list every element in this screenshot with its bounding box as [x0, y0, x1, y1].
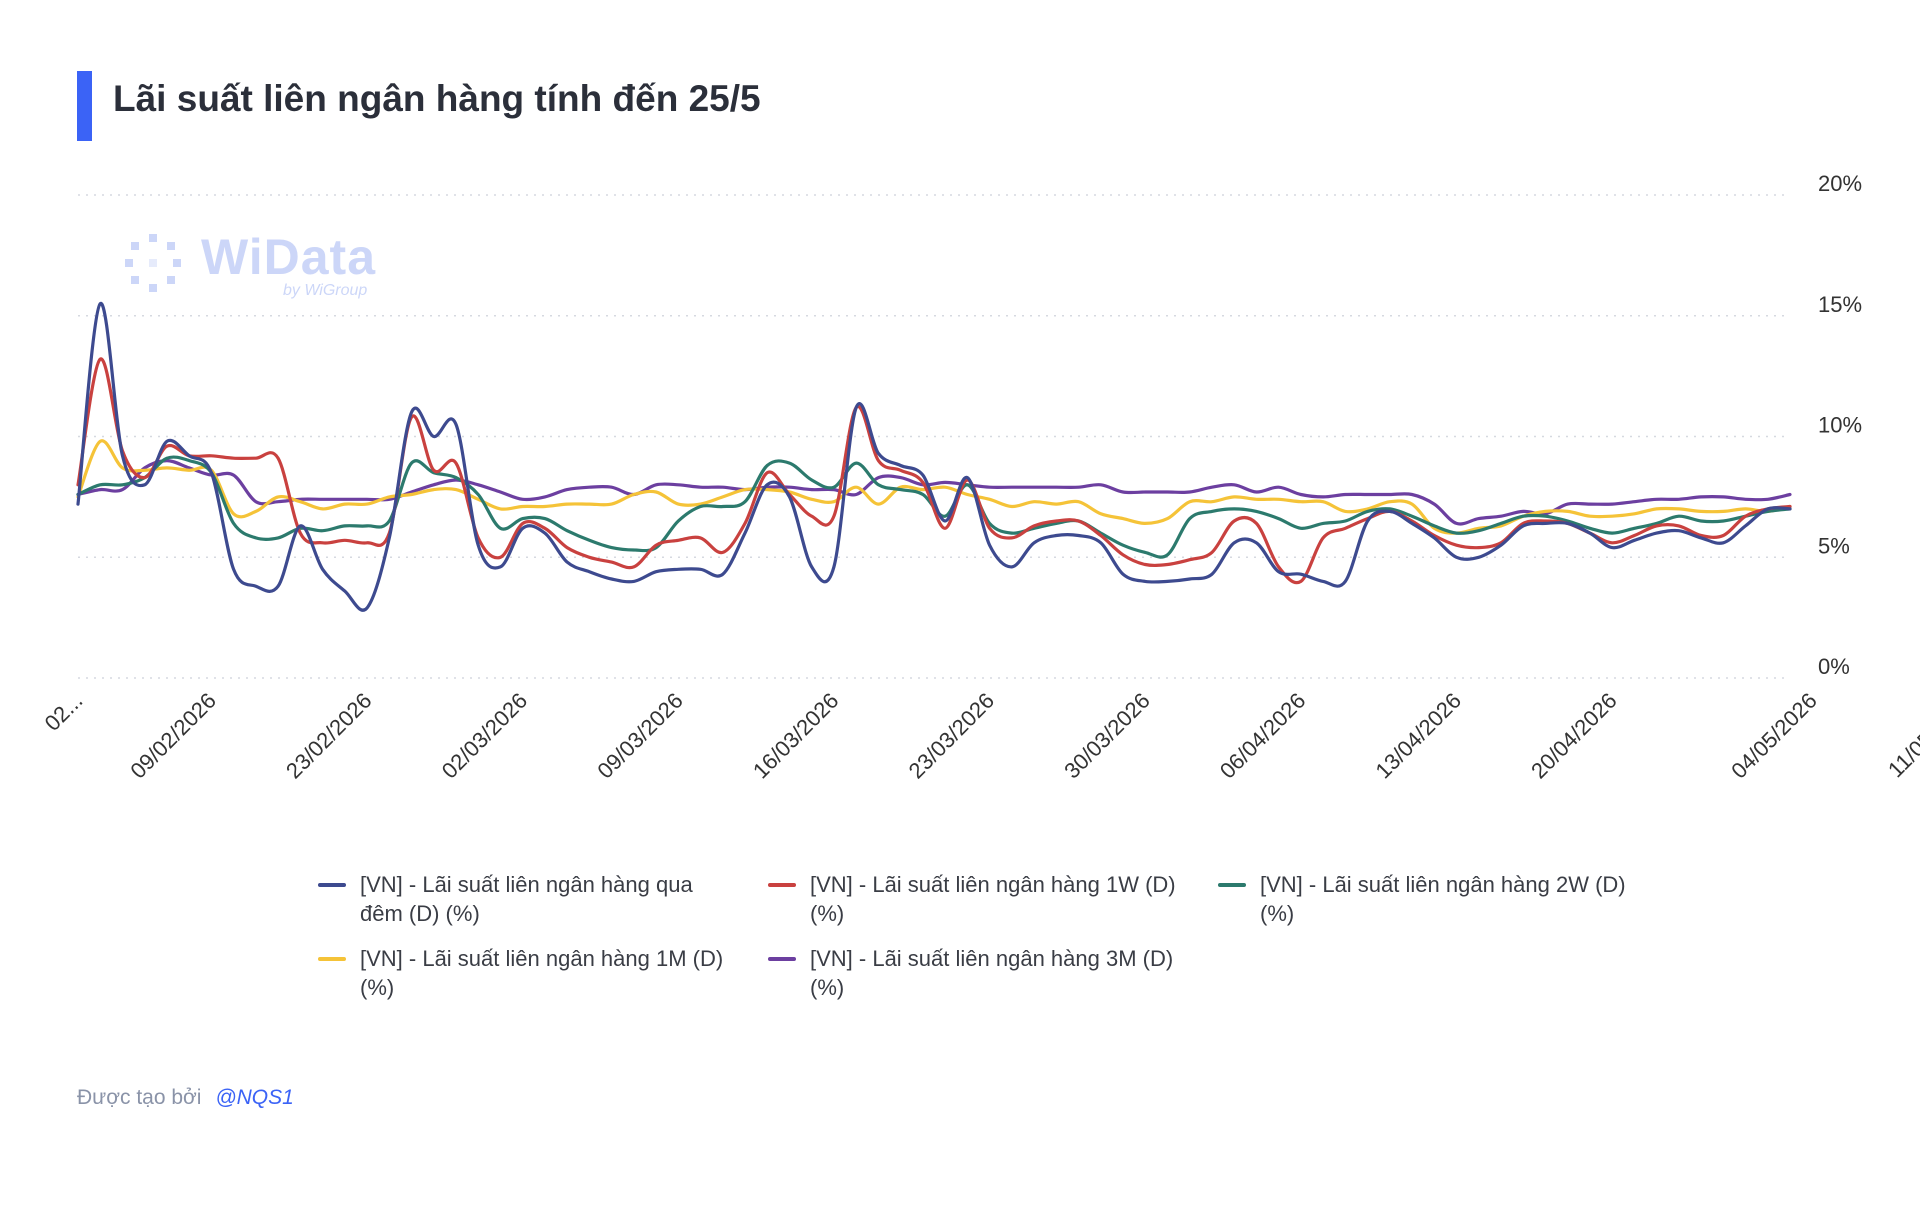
- legend-item[interactable]: [VN] - Lãi suất liên ngân hàng qua đêm (…: [318, 870, 738, 928]
- x-tick-label: 13/04/2026: [1370, 688, 1466, 784]
- x-tick-label: 09/03/2026: [592, 688, 688, 784]
- legend-label: [VN] - Lãi suất liên ngân hàng qua đêm (…: [360, 872, 693, 926]
- x-tick-label: 30/03/2026: [1059, 688, 1155, 784]
- x-tick-label: 16/03/2026: [748, 688, 844, 784]
- series-line: [76, 439, 1792, 535]
- series-line: [76, 357, 1792, 585]
- legend-swatch: [768, 957, 796, 961]
- y-tick-label: 10%: [1818, 413, 1862, 438]
- watermark-sub: by WiGroup: [283, 282, 368, 299]
- legend-label: [VN] - Lãi suất liên ngân hàng 1M (D) (%…: [360, 946, 724, 1000]
- y-tick-label: 5%: [1818, 533, 1850, 558]
- x-tick-label: 09/02/2026: [125, 688, 221, 784]
- series-line: [76, 302, 1792, 612]
- title-accent-bar: [77, 71, 92, 141]
- legend-label: [VN] - Lãi suất liên ngân hàng 2W (D) (%…: [1260, 872, 1626, 926]
- footer: Được tạo bởi @NQS1: [77, 1086, 294, 1110]
- legend-item[interactable]: [VN] - Lãi suất liên ngân hàng 1W (D) (%…: [768, 870, 1188, 928]
- legend-item[interactable]: [VN] - Lãi suất liên ngân hàng 2W (D) (%…: [1218, 870, 1638, 928]
- x-tick-label: 20/04/2026: [1526, 688, 1622, 784]
- x-tick-label: 11/05/2026: [1883, 688, 1920, 782]
- legend-swatch: [318, 883, 346, 887]
- legend-swatch: [1218, 883, 1246, 887]
- line-chart: 0% 5% 10% 15% 20% 02... 09/02/2026 23/02/2026 02…: [40, 171, 1920, 784]
- x-tick-label: 06/04/2026: [1215, 688, 1311, 784]
- widata-logo-icon: [125, 234, 181, 292]
- legend-label: [VN] - Lãi suất liên ngân hàng 3M (D) (%…: [810, 946, 1174, 1000]
- author-link[interactable]: @NQS1: [215, 1086, 294, 1109]
- series-line: [76, 459, 1792, 526]
- legend-swatch: [768, 883, 796, 887]
- y-tick-label: 20%: [1818, 171, 1862, 196]
- x-tick-label: 23/02/2026: [281, 688, 377, 784]
- legend-item[interactable]: [VN] - Lãi suất liên ngân hàng 3M (D) (%…: [768, 944, 1188, 1002]
- x-tick-label: 04/05/2026: [1726, 688, 1822, 784]
- footer-label: Được tạo bởi: [77, 1086, 202, 1109]
- x-tick-label: 02/03/2026: [437, 688, 533, 784]
- legend-item[interactable]: [VN] - Lãi suất liên ngân hàng 1M (D) (%…: [318, 944, 738, 1002]
- chart-title: Lãi suất liên ngân hàng tính đến 25/5: [113, 78, 761, 119]
- legend-label: [VN] - Lãi suất liên ngân hàng 1W (D) (%…: [810, 872, 1176, 926]
- x-tick-label: 23/03/2026: [904, 688, 1000, 784]
- watermark-brand: WiData: [201, 229, 377, 285]
- watermark: WiData by WiGroup: [115, 228, 375, 303]
- x-tick-label: 02...: [40, 688, 88, 736]
- y-tick-label: 15%: [1818, 292, 1862, 317]
- y-tick-label: 0%: [1818, 654, 1850, 679]
- legend-swatch: [318, 957, 346, 961]
